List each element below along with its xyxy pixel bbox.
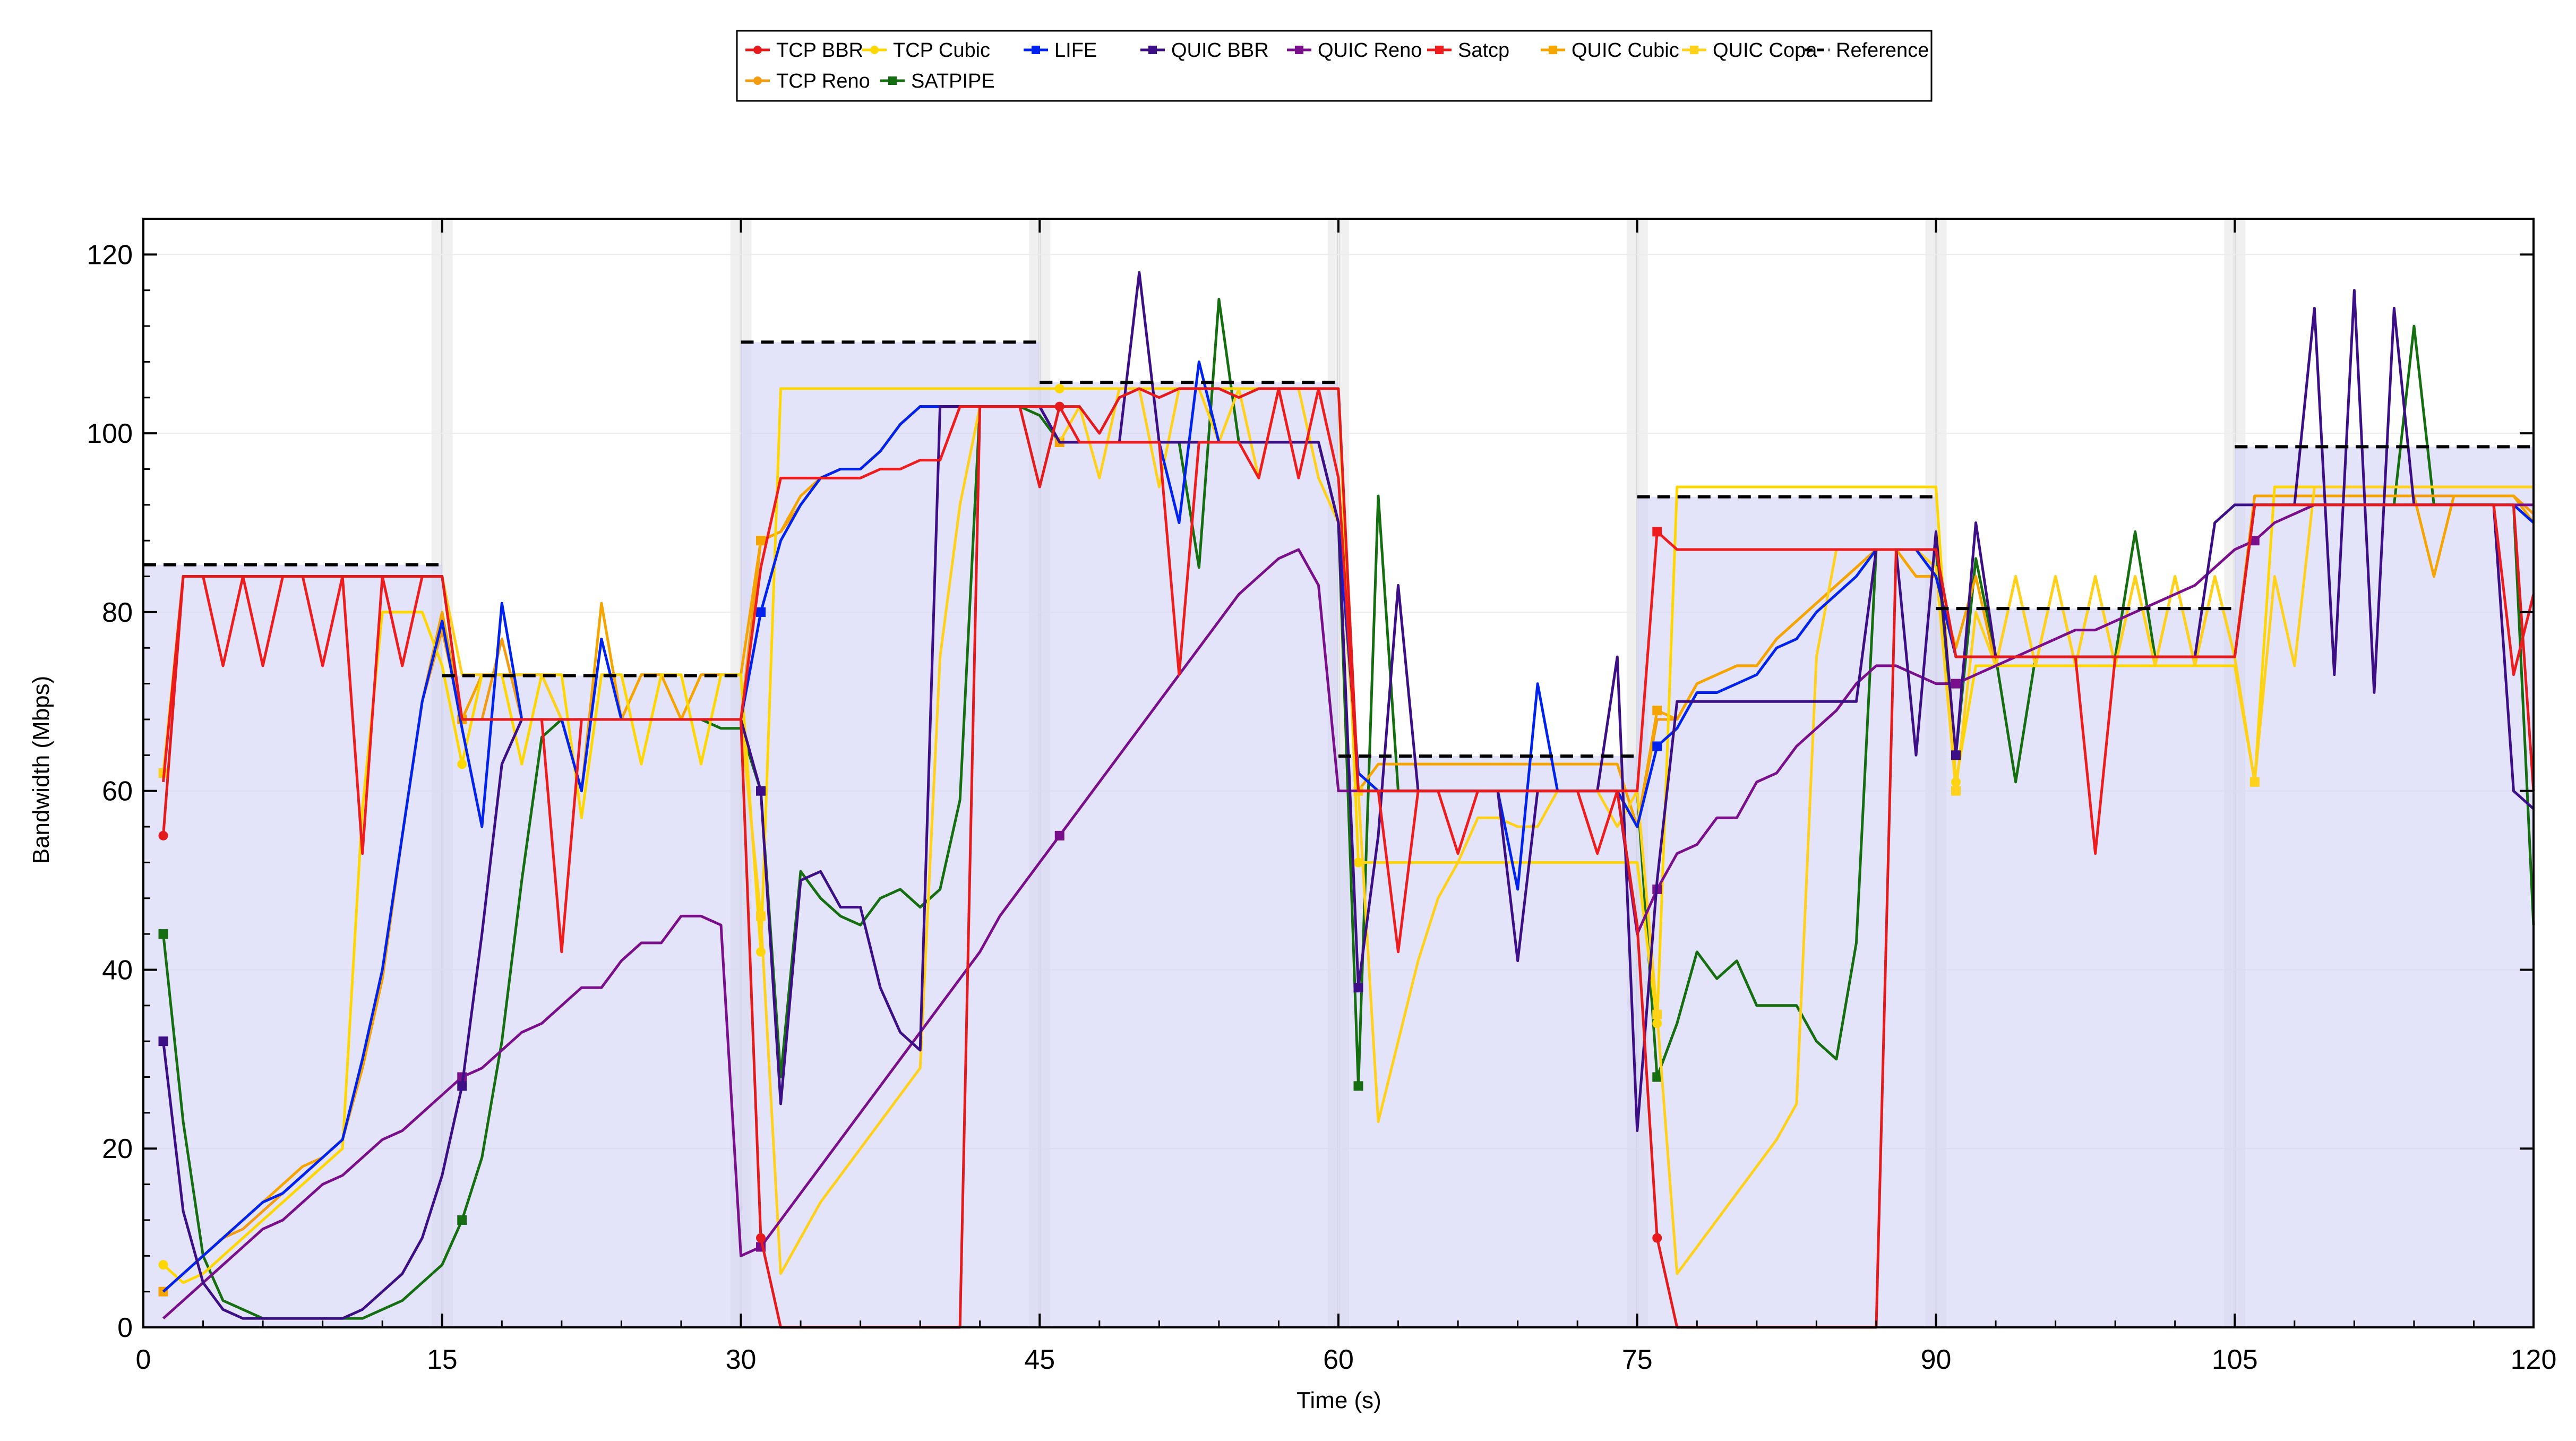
y-tick-label: 80 — [102, 597, 133, 628]
x-axis-title: Time (s) — [1296, 1387, 1381, 1413]
legend-label-reference: Reference — [1836, 39, 1929, 62]
data-point-quic-reno — [1054, 830, 1064, 840]
data-point-tcp-bbr — [158, 830, 168, 840]
series-lines — [143, 271, 2535, 1329]
data-point-tcp-cubic — [457, 759, 467, 769]
legend-label-satcp: Satcp — [1458, 39, 1509, 62]
data-point-quic-copa — [756, 911, 766, 921]
legend-label-tcp-cubic: TCP Cubic — [893, 39, 990, 62]
data-point-satpipe — [1353, 1081, 1363, 1091]
capacity-area — [143, 342, 2534, 1327]
data-point-quic-copa — [1951, 786, 1961, 796]
data-point-quic-bbr — [1353, 983, 1363, 993]
data-point-quic-copa — [2249, 777, 2260, 787]
data-point-quic-copa — [1652, 1009, 1662, 1019]
data-point-tcp-bbr — [1054, 401, 1064, 411]
data-point-life — [1652, 741, 1662, 751]
capacity-area-fill — [143, 342, 2534, 1327]
x-tick-label: 90 — [1921, 1344, 1952, 1375]
x-tick-label: 15 — [427, 1344, 458, 1375]
data-point-satpipe — [457, 1215, 467, 1225]
data-point-tcp-cubic — [158, 1260, 168, 1270]
legend-marker-quic-cubic — [1549, 46, 1557, 54]
data-point-satpipe — [158, 929, 168, 939]
data-point-satcp — [1652, 527, 1662, 537]
legend-box — [736, 30, 1933, 102]
x-tick-label: 75 — [1622, 1344, 1653, 1375]
x-tick-label: 30 — [726, 1344, 757, 1375]
legend-label-tcp-bbr: TCP BBR — [776, 39, 863, 62]
y-axis-title: Bandwidth (Mbps) — [28, 676, 54, 864]
data-point-quic-cubic — [756, 536, 766, 546]
data-point-tcp-bbr — [1652, 1233, 1662, 1243]
legend-label-quic-bbr: QUIC BBR — [1171, 39, 1269, 62]
data-point-quic-bbr — [457, 1081, 467, 1091]
data-point-tcp-bbr — [756, 1233, 766, 1243]
data-point-quic-bbr — [1951, 750, 1961, 760]
data-point-quic-reno — [2249, 536, 2260, 546]
legend-marker-satpipe — [888, 76, 897, 85]
legend-label-life: LIFE — [1054, 39, 1097, 62]
x-tick-label: 0 — [136, 1344, 151, 1375]
legend-label-tcp-reno: TCP Reno — [776, 70, 870, 92]
axis-ticks: 0 15 30 45 60 75 90 105 120 0 20 40 60 80 100 120 — [87, 219, 2556, 1375]
data-point-life — [756, 607, 766, 617]
data-point-quic-reno — [1951, 679, 1961, 689]
y-tick-label: 40 — [102, 955, 133, 985]
legend-marker-tcp-reno — [753, 76, 762, 85]
data-point-quic-bbr — [158, 1036, 168, 1047]
y-tick-label: 100 — [87, 418, 133, 449]
series-line-satpipe — [162, 298, 2535, 1320]
x-tick-label: 45 — [1024, 1344, 1055, 1375]
y-tick-label: 20 — [102, 1134, 133, 1164]
x-tick-label: 105 — [2212, 1344, 2258, 1375]
y-tick-label: 120 — [87, 239, 133, 270]
legend-label-quic-copa: QUIC Copa — [1713, 39, 1817, 62]
legend-marker-quic-reno — [1295, 46, 1303, 54]
legend-marker-tcp-bbr — [753, 46, 762, 54]
data-point-quic-cubic — [1652, 706, 1662, 716]
legend-marker-quic-copa — [1690, 46, 1698, 54]
legend-label-satpipe: SATPIPE — [911, 70, 995, 92]
data-point-tcp-cubic — [1353, 857, 1363, 868]
legend-marker-life — [1032, 46, 1040, 54]
series-line-quic-reno — [162, 503, 2534, 1320]
legend-marker-tcp-cubic — [870, 46, 879, 54]
data-point-tcp-cubic — [1054, 383, 1064, 393]
legend-marker-satcp — [1435, 46, 1444, 54]
y-tick-label: 60 — [102, 776, 133, 807]
legend-label-quic-reno: QUIC Reno — [1318, 39, 1422, 62]
legend-marker-quic-bbr — [1148, 46, 1157, 54]
x-tick-label: 120 — [2511, 1344, 2557, 1375]
legend-label-quic-cubic: QUIC Cubic — [1572, 39, 1679, 62]
data-point-quic-bbr — [756, 786, 766, 796]
x-tick-label: 60 — [1323, 1344, 1354, 1375]
legend: TCP BBR TCP Cubic LIFE QUIC BBR QUIC Reno Sat… — [736, 30, 1933, 102]
y-tick-label: 0 — [117, 1313, 133, 1343]
data-point-satpipe — [1652, 1072, 1662, 1082]
series-line-tcp-bbr — [162, 387, 2535, 1329]
